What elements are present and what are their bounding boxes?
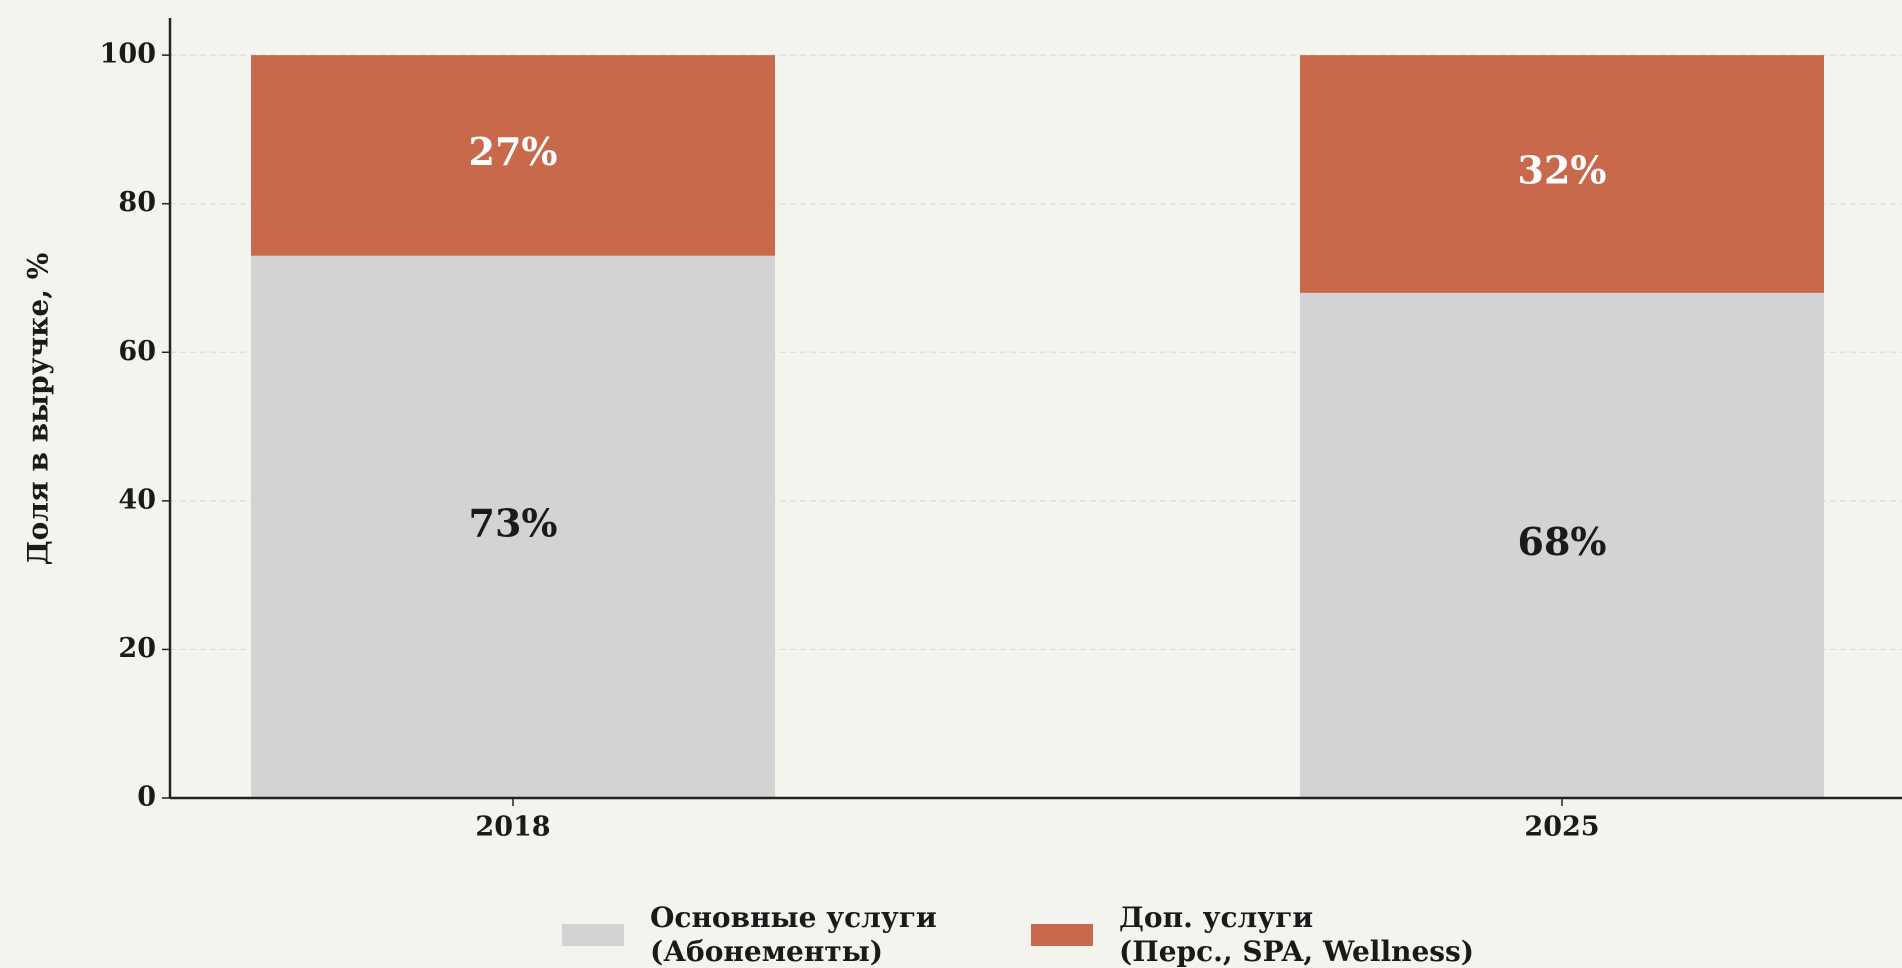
legend-label: Основные услуги (Абонементы): [650, 901, 937, 968]
y-tick-label: 20: [118, 633, 156, 664]
bar-segment: [1300, 55, 1824, 293]
y-tick-label: 40: [118, 484, 156, 515]
bar-segment: [251, 255, 775, 798]
legend-item: Основные услуги (Абонементы): [562, 901, 937, 968]
y-tick-label: 100: [100, 39, 156, 70]
x-tick-label: 2018: [475, 812, 550, 843]
y-tick-label: 80: [118, 187, 156, 218]
y-axis-label: Доля в выручке, %: [22, 253, 55, 566]
value-label: 68%: [1518, 519, 1607, 564]
y-tick-label: 60: [118, 336, 156, 367]
x-tick-label: 2025: [1524, 812, 1599, 843]
value-label: 32%: [1518, 148, 1607, 193]
legend-item: Доп. услуги (Перс., SPA, Wellness): [1031, 901, 1474, 968]
y-tick-label: 0: [137, 782, 156, 813]
legend-swatch: [1031, 924, 1093, 946]
bar-segment: [1300, 292, 1824, 798]
bar-segment: [251, 55, 775, 256]
value-label: 27%: [469, 129, 558, 174]
legend-swatch: [562, 924, 624, 946]
legend-label: Доп. услуги (Перс., SPA, Wellness): [1119, 901, 1475, 968]
value-label: 73%: [469, 500, 558, 545]
